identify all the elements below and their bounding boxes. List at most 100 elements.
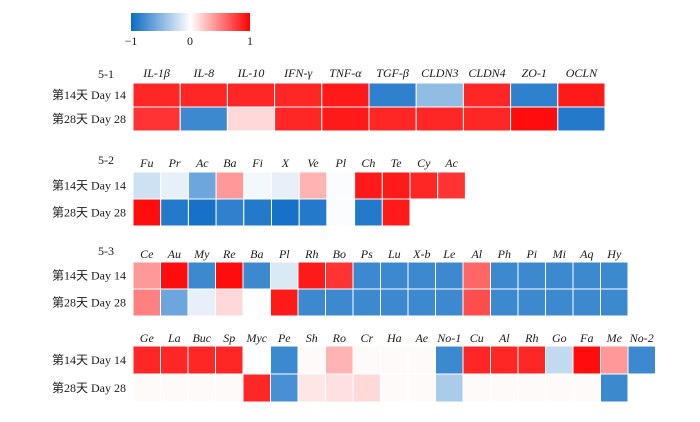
- heatmap-cell: [462, 373, 491, 403]
- column-label: TGF-β: [376, 66, 409, 80]
- column-label: Ve: [307, 156, 319, 170]
- heatmap-cell: [352, 373, 381, 403]
- heatmap-cell: [271, 171, 300, 200]
- column-label: Go: [552, 331, 567, 345]
- column-label: IL-8: [192, 66, 214, 80]
- heatmap-cell: [321, 106, 370, 132]
- column-label: Al: [470, 247, 482, 261]
- heatmap-cell: [490, 373, 519, 403]
- heatmap-cell: [215, 373, 244, 403]
- heatmap-cell: [437, 171, 466, 200]
- column-label: No-2: [629, 331, 654, 345]
- column-label: Myc: [245, 331, 267, 345]
- heatmap-cell: [407, 345, 436, 375]
- heatmap-cell: [297, 288, 326, 317]
- heatmap-cell: [160, 171, 189, 200]
- heatmap-cell: [160, 288, 189, 317]
- heatmap-cell: [510, 82, 559, 108]
- column-label: Te: [391, 156, 403, 170]
- heatmap-cell: [160, 345, 189, 375]
- column-label: Buc: [192, 331, 211, 345]
- column-label: Pl: [334, 156, 346, 170]
- heatmap-cell: [326, 171, 356, 200]
- heatmap-cell: [435, 288, 464, 317]
- panel-title: 5-3: [98, 244, 114, 258]
- column-label: Rh: [524, 331, 538, 345]
- column-label: Ba: [223, 156, 236, 170]
- heatmap-cell: [435, 345, 464, 375]
- heatmap-cell: [325, 288, 354, 317]
- heatmap-cell: [368, 106, 417, 132]
- heatmap-cell: [325, 373, 354, 403]
- column-label: OCLN: [566, 66, 598, 80]
- heatmap-cell: [270, 345, 299, 375]
- column-label: Pl: [278, 247, 290, 261]
- column-label: X-b: [412, 247, 430, 261]
- column-label: Ba: [250, 247, 263, 261]
- heatmap-cell: [215, 345, 244, 375]
- heatmap-cell: [270, 373, 299, 403]
- column-label: Ac: [195, 156, 209, 170]
- row-label: 第28天 Day 28: [52, 112, 126, 126]
- column-label: TNF-α: [329, 66, 362, 80]
- heatmap-cell: [600, 345, 629, 375]
- heatmap-cell: [215, 288, 244, 317]
- column-label: Pr: [168, 156, 181, 170]
- heatmap-cell: [628, 374, 656, 402]
- heatmap-cell: [407, 261, 436, 290]
- column-label: Ae: [414, 331, 428, 345]
- column-label: Le: [442, 247, 456, 261]
- colorbar-gradient: [131, 13, 250, 31]
- heatmap-cell: [243, 346, 271, 374]
- heatmap-cell: [132, 106, 181, 132]
- column-label: Mi: [552, 247, 566, 261]
- heatmap-cell: [415, 106, 464, 132]
- heatmap-cell: [517, 345, 546, 375]
- heatmap-cell: [462, 261, 491, 290]
- column-label: Fa: [579, 331, 593, 345]
- column-label: CLDN3: [421, 66, 458, 80]
- heatmap-cell: [160, 261, 189, 290]
- row-label: 第14天 Day 14: [52, 179, 126, 193]
- heatmap-cell: [160, 198, 189, 227]
- heatmap-cell: [132, 82, 181, 108]
- heatmap-cell: [545, 345, 574, 375]
- column-label: Cr: [360, 331, 373, 345]
- heatmap-cell: [321, 82, 370, 108]
- heatmap-cell: [352, 288, 381, 317]
- heatmap-cell: [545, 288, 574, 317]
- heatmap-cell: [132, 261, 161, 290]
- heatmap-cell: [215, 171, 245, 200]
- column-label: CLDN4: [468, 66, 505, 80]
- column-label: IL-1β: [142, 66, 170, 80]
- column-label: Rh: [304, 247, 318, 261]
- heatmap-cell: [380, 373, 409, 403]
- heatmap-cell: [572, 345, 601, 375]
- heatmap-cell: [274, 82, 323, 108]
- heatmap-cell: [600, 288, 629, 317]
- heatmap-cell: [380, 261, 409, 290]
- heatmap-cell: [132, 171, 162, 200]
- column-label: IL-10: [237, 66, 265, 80]
- column-label: Pe: [277, 331, 291, 345]
- heatmap-cell: [297, 261, 326, 290]
- heatmap-cell: [380, 288, 409, 317]
- heatmap-cell: [132, 288, 161, 317]
- heatmap-cell: [381, 198, 411, 227]
- column-label: ZO-1: [522, 66, 547, 80]
- heatmap-cell: [242, 373, 271, 403]
- heatmap-cell: [437, 199, 466, 226]
- heatmap-cell: [243, 171, 273, 200]
- heatmap-panel-4: Ge La Buc Sp Myc Pe Sh Ro Cr Ha Ae No-1 Cu Al Rh Go Fa Me…: [52, 331, 656, 403]
- heatmap-cell: [187, 171, 217, 200]
- heatmap-panel-2: 5-2 Fu Pr Ac Ba Fi X Ve Pl Ch Te Cy Ac 第14天 Day 14 第28…: [52, 153, 466, 227]
- column-label: Cy: [417, 156, 431, 170]
- column-label: Me: [606, 331, 623, 345]
- heatmap-cell: [326, 198, 356, 227]
- heatmap-cell: [270, 261, 299, 290]
- heatmap-cell: [572, 373, 601, 403]
- heatmap-cell: [380, 345, 409, 375]
- column-label: Fi: [251, 156, 263, 170]
- heatmap-cell: [215, 198, 245, 227]
- heatmap-panel-1: 5-1 IL-1β IL-8 IL-10 IFN-γ TNF-α TGF-β CLDN3 CLD…: [52, 66, 606, 132]
